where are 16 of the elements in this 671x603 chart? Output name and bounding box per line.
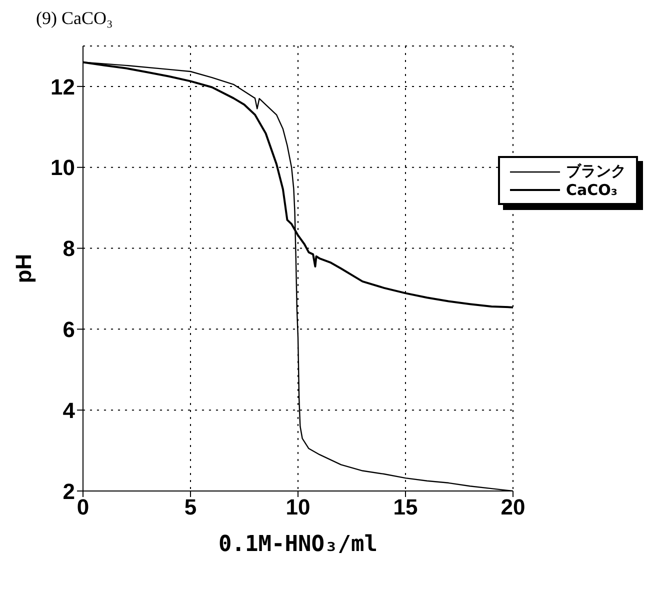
legend-label: ブランク bbox=[566, 162, 626, 181]
chart-title: (9) CaCO₃ bbox=[35, 8, 114, 30]
y-tick-label: 8 bbox=[62, 236, 75, 262]
x-tick-label: 15 bbox=[393, 494, 418, 520]
x-tick-label: 10 bbox=[286, 494, 310, 520]
y-tick-label: 2 bbox=[62, 478, 75, 504]
x-tick-label: 20 bbox=[500, 494, 526, 520]
x-tick-label: 5 bbox=[184, 494, 197, 520]
x-axis-title: 0.1M-HNO₃/ml bbox=[218, 532, 378, 557]
legend-label: CaCO₃ bbox=[566, 181, 618, 199]
y-tick-label: 12 bbox=[50, 74, 75, 100]
y-axis-title: pH bbox=[10, 254, 36, 284]
y-tick-label: 10 bbox=[50, 155, 75, 180]
x-tick-label: 0 bbox=[76, 494, 90, 520]
y-tick-label: 4 bbox=[62, 398, 76, 423]
y-tick-label: 6 bbox=[62, 316, 75, 342]
